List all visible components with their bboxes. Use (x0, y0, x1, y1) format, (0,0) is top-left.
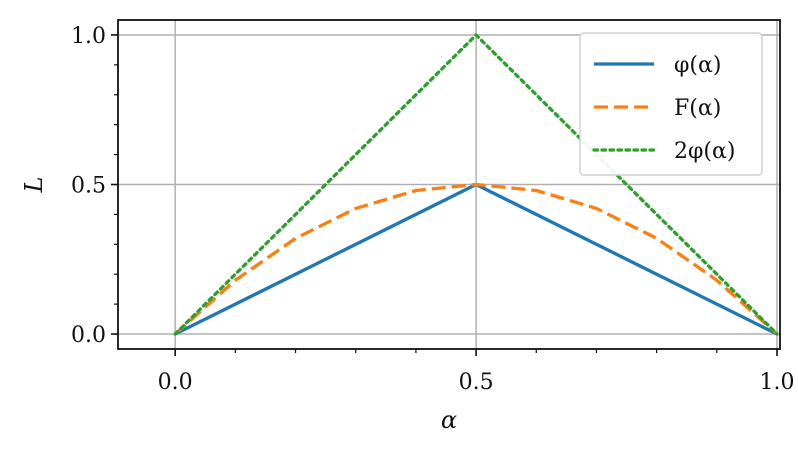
legend-label-1: F(α) (674, 96, 721, 121)
legend-label-2: 2φ(α) (674, 139, 735, 164)
series-line-2 (173, 33, 779, 336)
y-tick-label-1: 0.5 (71, 174, 106, 199)
y-axis-label: L (20, 177, 48, 194)
x-axis-label: α (441, 406, 457, 434)
series-line-1 (174, 182, 779, 336)
legend: φ(α) F(α) 2φ(α) (579, 32, 763, 176)
x-tick-label-2: 1.0 (759, 370, 794, 395)
legend-label-0: φ(α) (674, 53, 721, 78)
axes (111, 19, 781, 356)
x-tick-label-0: 0.0 (158, 370, 193, 395)
x-tick-label-1: 0.5 (459, 370, 494, 395)
series-lines (173, 33, 779, 336)
y-tick-label-0: 0.0 (71, 323, 106, 348)
axis-labels: 0.0 0.5 1.0 0.0 0.5 1.0 α L (20, 24, 794, 434)
legend-box (579, 32, 763, 176)
y-tick-label-2: 1.0 (71, 24, 106, 49)
